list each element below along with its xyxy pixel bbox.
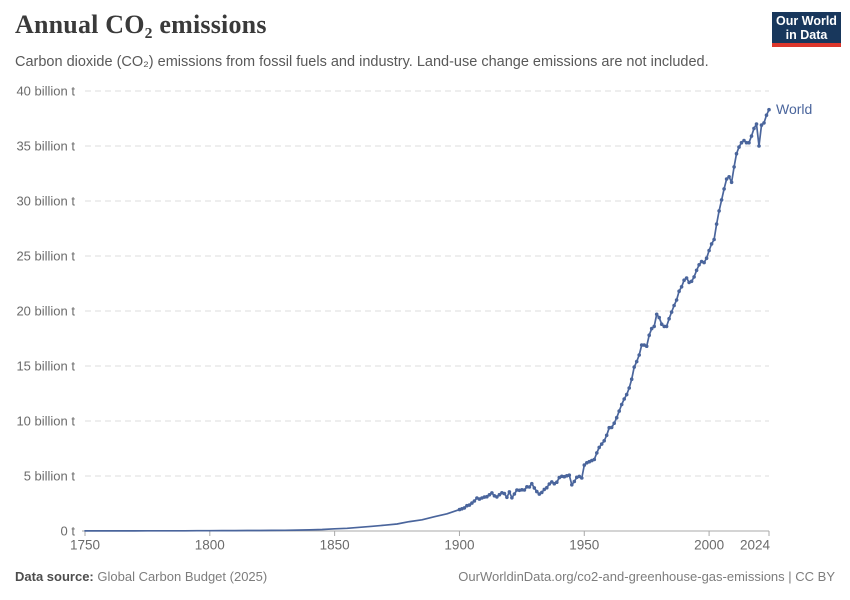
world-series-points <box>457 107 771 512</box>
x-tick-label: 2024 <box>740 538 771 553</box>
x-tick-label: 1800 <box>195 538 225 553</box>
x-tick-label: 1900 <box>444 538 474 553</box>
chart-title: Annual CO₂ emissions <box>15 10 267 39</box>
x-tick-label: 1750 <box>70 538 100 553</box>
y-tick-label: 5 billion t <box>24 469 76 484</box>
chart-footer: Data source: Global Carbon Budget (2025)… <box>15 569 835 584</box>
owid-logo-line1: Our World <box>776 14 837 28</box>
data-source: Data source: Global Carbon Budget (2025) <box>15 569 267 584</box>
x-tick-label: 1950 <box>569 538 599 553</box>
data-source-value: Global Carbon Budget (2025) <box>97 569 268 584</box>
x-tick-label: 2000 <box>694 538 724 553</box>
y-tick-label: 0 t <box>61 524 76 539</box>
world-series-line <box>84 108 770 532</box>
y-tick-label: 10 billion t <box>16 414 75 429</box>
y-tick-label: 30 billion t <box>16 194 75 209</box>
world-series-label: World <box>776 101 812 117</box>
data-source-label: Data source: <box>15 569 94 584</box>
credit-link[interactable]: OurWorldinData.org/co2-and-greenhouse-ga… <box>458 569 835 584</box>
y-tick-label: 40 billion t <box>16 84 75 99</box>
chart-subtitle: Carbon dioxide (CO₂) emissions from foss… <box>15 54 709 70</box>
owid-logo[interactable]: Our World in Data <box>772 12 841 47</box>
y-tick-label: 25 billion t <box>16 249 75 264</box>
y-tick-label: 20 billion t <box>16 304 75 319</box>
x-tick-label: 1850 <box>320 538 350 553</box>
y-tick-label: 35 billion t <box>16 139 75 154</box>
owid-logo-line2: in Data <box>785 28 828 42</box>
y-tick-label: 15 billion t <box>16 359 75 374</box>
emissions-line-chart[interactable]: 0 t 5 billion t 10 billion t 15 billion t 20… <box>0 0 850 560</box>
